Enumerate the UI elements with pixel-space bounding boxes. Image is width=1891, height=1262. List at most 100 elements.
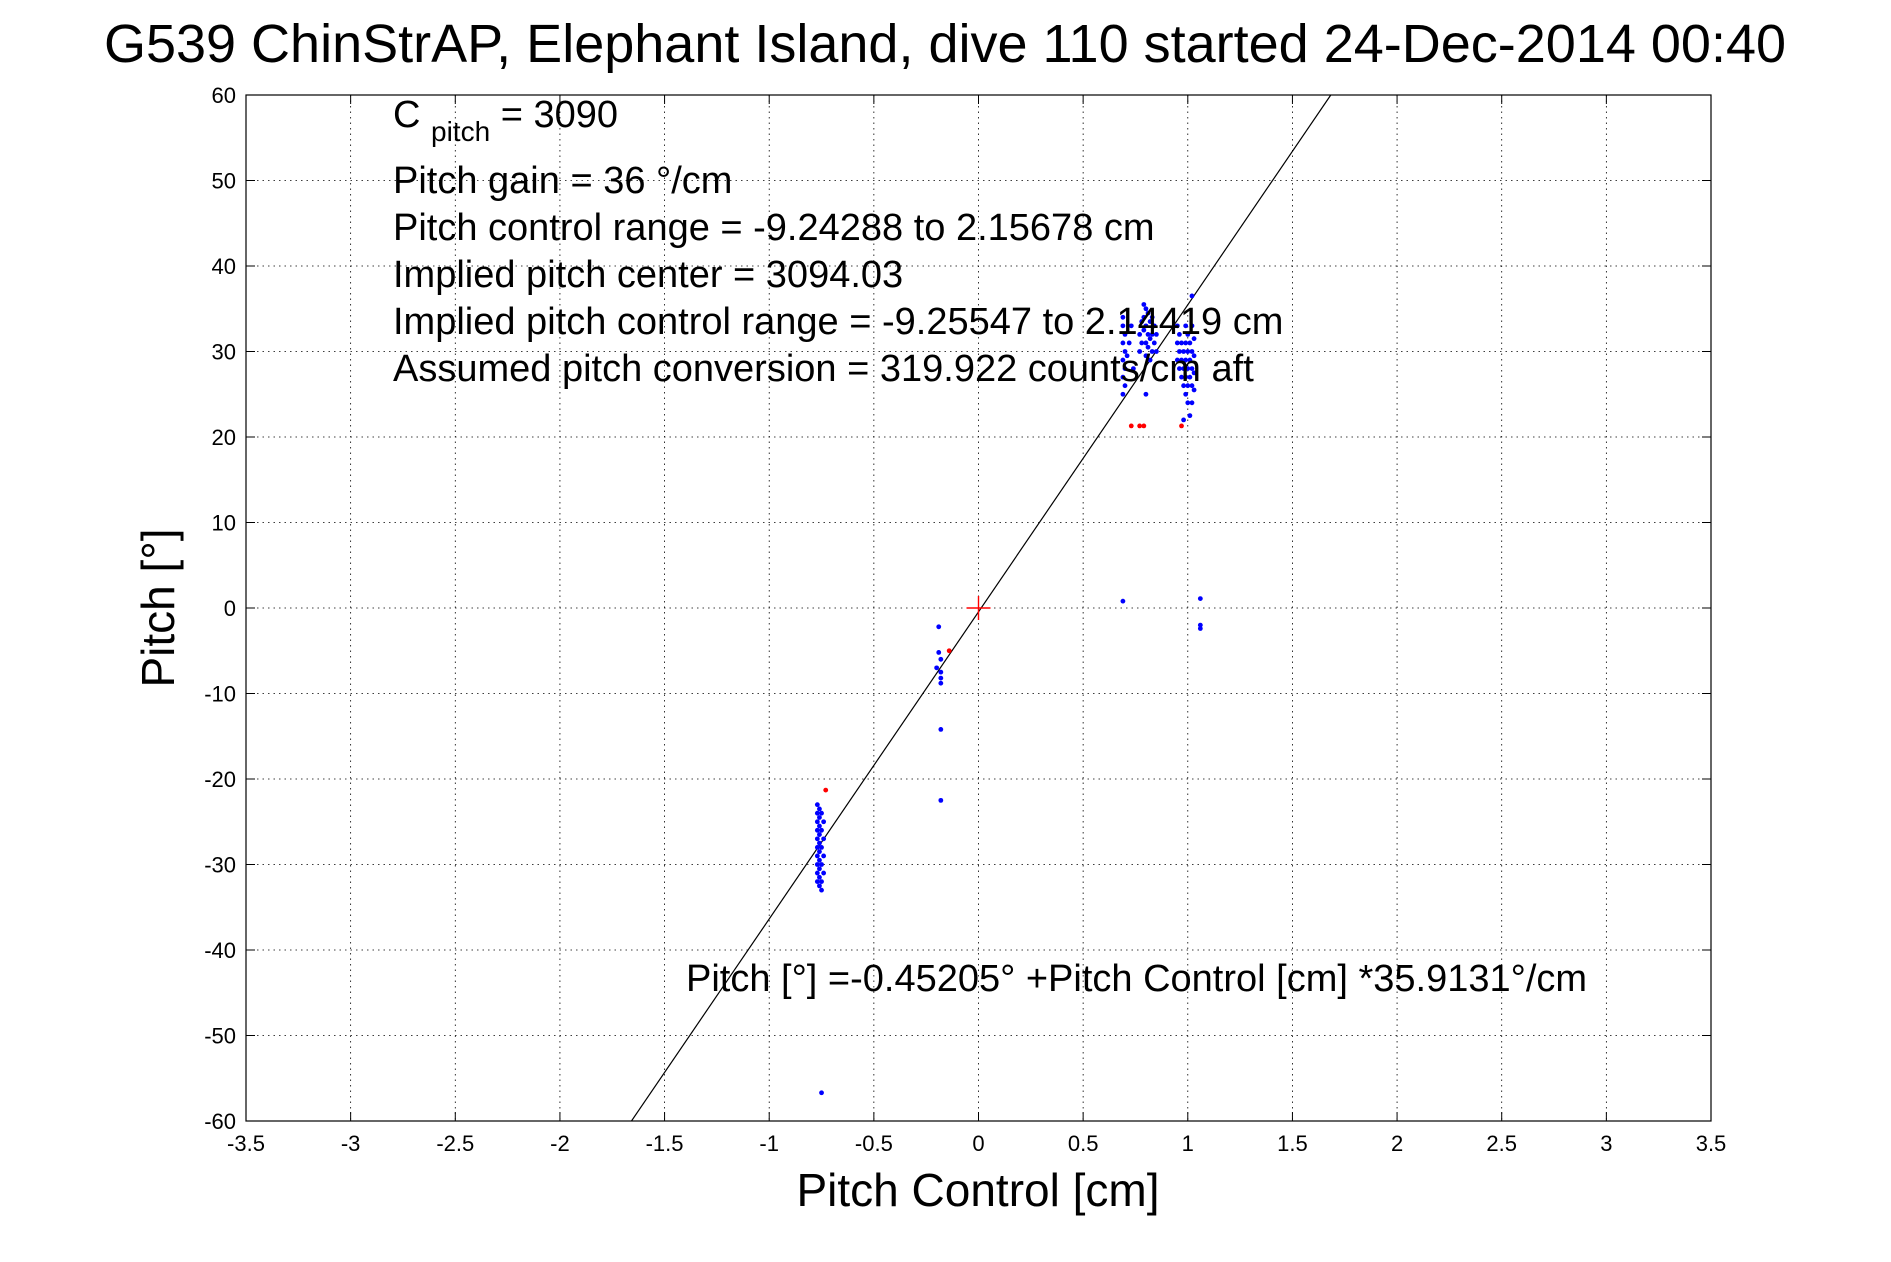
- data-point: [1130, 366, 1136, 371]
- data-point: [1128, 423, 1134, 429]
- data-point: [1137, 349, 1143, 354]
- y-axis-label: Pitch [°]: [132, 528, 184, 687]
- data-point: [1181, 417, 1186, 423]
- data-point: [1177, 349, 1182, 354]
- y-tick-label: 0: [224, 596, 236, 621]
- y-tick-label: 20: [212, 425, 236, 450]
- data-point: [946, 648, 952, 654]
- data-point: [1149, 349, 1155, 354]
- data-point: [1189, 383, 1195, 389]
- data-point: [1185, 332, 1191, 337]
- data-point: [817, 840, 822, 846]
- data-point: [1149, 332, 1155, 337]
- data-point: [1191, 387, 1197, 393]
- c-pitch-value: = 3090: [501, 94, 618, 136]
- annotation-line: Implied pitch control range = -9.25547 t…: [393, 301, 1283, 343]
- data-point: [1122, 366, 1128, 371]
- chart-title: G539 ChinStrAP, Elephant Island, dive 11…: [104, 14, 1786, 74]
- data-point: [817, 806, 822, 812]
- data-point: [1120, 357, 1126, 363]
- x-tick-labels: -3.5 -3 -2.5 -2 -1.5 -1 -0.5 0 0.5 1 1.5 2 2.5 3 3.5: [227, 1131, 1726, 1156]
- data-point: [1122, 332, 1128, 337]
- data-point: [938, 675, 944, 681]
- data-point: [1147, 357, 1153, 363]
- data-point: [821, 853, 827, 859]
- x-tick-label: -3.5: [227, 1131, 265, 1156]
- data-point: [814, 810, 820, 816]
- data-point: [1145, 310, 1151, 316]
- y-tick-label: 60: [212, 83, 236, 108]
- data-point: [817, 823, 822, 829]
- data-point: [1174, 357, 1180, 363]
- data-point: [1191, 353, 1197, 359]
- data-point: [1151, 340, 1157, 346]
- y-tick-label: 50: [212, 169, 236, 194]
- data-point: [1187, 413, 1193, 419]
- annotation-line: Pitch control range = -9.24288 to 2.1567…: [393, 207, 1155, 249]
- data-point: [938, 797, 944, 803]
- data-point: [1191, 370, 1197, 376]
- x-tick-label: 3: [1600, 1131, 1612, 1156]
- data-point: [1185, 383, 1191, 389]
- data-point: [1181, 383, 1186, 389]
- data-point: [1174, 340, 1180, 346]
- data-point: [1183, 391, 1189, 397]
- y-tick-label: -10: [204, 682, 236, 707]
- c-pitch-subscript: pitch: [431, 116, 490, 147]
- data-point: [817, 883, 822, 889]
- data-point: [1137, 423, 1143, 429]
- data-point: [1183, 340, 1189, 346]
- annotation-line: Assumed pitch conversion = 319.922 count…: [393, 348, 1254, 390]
- data-point: [1145, 332, 1151, 337]
- plot-area: [630, 94, 1332, 1122]
- data-point: [821, 870, 827, 876]
- y-tick-label: -20: [204, 767, 236, 792]
- data-point: [817, 866, 822, 872]
- data-point: [1181, 349, 1186, 354]
- data-point: [1143, 340, 1149, 346]
- data-point: [1185, 349, 1191, 354]
- data-point: [936, 624, 942, 630]
- data-point: [1120, 374, 1126, 380]
- y-tick-label: -50: [204, 1024, 236, 1049]
- y-tick-labels: -60 -50 -40 -30 -20 -10 0 10 20 30 40 50 60: [204, 83, 236, 1134]
- data-point: [1139, 319, 1145, 324]
- data-point: [1120, 391, 1126, 397]
- x-tick-label: -2.5: [436, 1131, 474, 1156]
- data-point: [814, 819, 820, 825]
- data-point: [1147, 336, 1153, 342]
- data-point: [1153, 332, 1159, 337]
- data-point: [817, 849, 822, 855]
- data-point: [819, 1090, 824, 1096]
- data-point: [814, 862, 820, 867]
- plot-frame: [245, 94, 1712, 1122]
- data-point: [1183, 374, 1189, 380]
- data-point: [1179, 340, 1184, 346]
- data-point: [938, 680, 944, 686]
- data-point: [1185, 400, 1191, 406]
- data-point: [821, 819, 827, 825]
- x-tick-label: -1: [759, 1131, 779, 1156]
- data-point: [1197, 622, 1203, 628]
- y-tick-label: 40: [212, 254, 236, 279]
- data-point: [1187, 340, 1193, 346]
- data-point: [1185, 366, 1191, 371]
- data-point: [1139, 340, 1145, 346]
- data-point: [1187, 357, 1193, 363]
- data-point: [1145, 344, 1151, 350]
- c-pitch-line: C pitch = 3090: [393, 94, 618, 150]
- data-point: [1141, 314, 1147, 320]
- y-tick-label: 10: [212, 511, 236, 536]
- data-point: [1124, 353, 1130, 359]
- data-point: [1143, 323, 1149, 329]
- c-pitch-symbol: C: [393, 94, 420, 136]
- x-tick-label: 2: [1391, 1131, 1403, 1156]
- x-tick-label: 1: [1182, 1131, 1194, 1156]
- annotation-line: Pitch gain = 36 °/cm: [393, 160, 732, 202]
- data-point: [1177, 366, 1182, 371]
- data-point: [819, 810, 824, 816]
- data-point: [1179, 357, 1184, 363]
- data-point: [1151, 323, 1157, 329]
- data-point: [1141, 327, 1147, 333]
- x-tick-label: -0.5: [855, 1131, 893, 1156]
